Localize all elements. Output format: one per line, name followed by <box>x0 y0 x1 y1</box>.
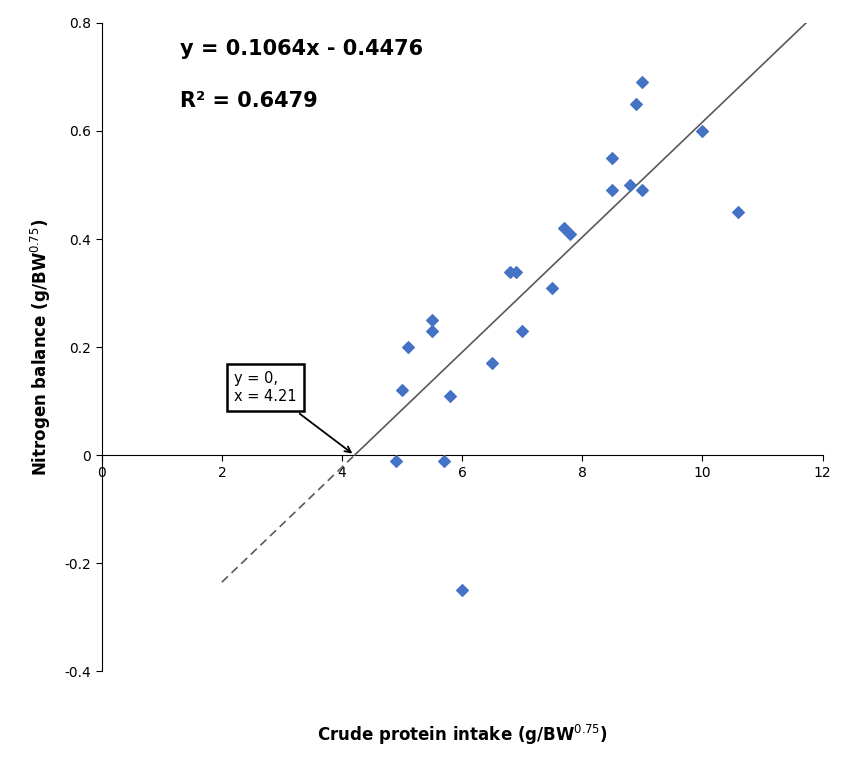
Point <box>545 282 559 294</box>
Point <box>455 584 469 597</box>
Text: R² = 0.6479: R² = 0.6479 <box>180 91 318 111</box>
Point <box>732 206 745 218</box>
Point <box>389 455 403 467</box>
Point <box>426 314 439 327</box>
Point <box>563 227 577 240</box>
Y-axis label: Nitrogen balance (g/BW$^{0.75}$): Nitrogen balance (g/BW$^{0.75}$) <box>30 218 53 476</box>
Point <box>516 325 529 337</box>
Point <box>426 325 439 337</box>
Point <box>635 76 649 89</box>
Point <box>695 125 709 137</box>
Text: y = 0,
x = 4.21: y = 0, x = 4.21 <box>234 372 351 452</box>
Point <box>395 385 409 397</box>
Point <box>629 98 643 110</box>
Point <box>623 179 637 192</box>
X-axis label: Crude protein intake (g/BW$^{0.75}$): Crude protein intake (g/BW$^{0.75}$) <box>317 723 607 748</box>
Point <box>605 185 619 197</box>
Point <box>504 266 517 278</box>
Point <box>605 152 619 164</box>
Point <box>485 357 499 369</box>
Point <box>401 341 415 353</box>
Point <box>635 185 649 197</box>
Point <box>438 455 451 467</box>
Point <box>444 390 457 402</box>
Text: y = 0.1064x - 0.4476: y = 0.1064x - 0.4476 <box>180 40 423 60</box>
Point <box>510 266 523 278</box>
Point <box>557 222 571 234</box>
